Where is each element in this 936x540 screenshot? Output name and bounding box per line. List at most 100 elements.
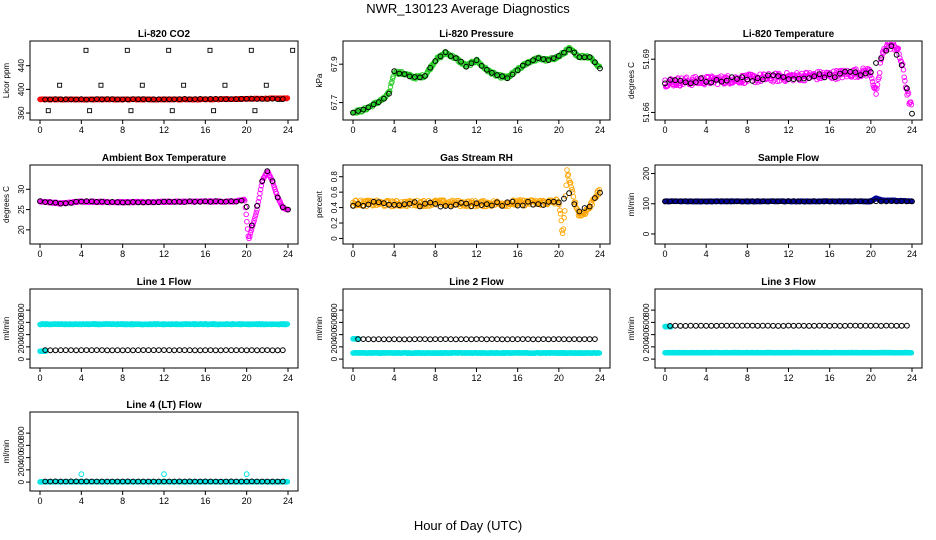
data-point xyxy=(57,347,64,354)
data-point xyxy=(78,471,85,478)
y-tick-label: 0 xyxy=(330,236,339,241)
cal-point xyxy=(207,47,213,53)
data-point xyxy=(780,74,787,80)
y-tick-label: 51.69 xyxy=(642,49,651,70)
x-tick-label: 4 xyxy=(392,125,397,135)
y-tick-label: 400 xyxy=(17,450,26,464)
x-tick-label: 4 xyxy=(79,373,84,383)
data-point xyxy=(571,201,578,208)
data-point xyxy=(166,347,173,354)
plot-frame xyxy=(29,40,299,121)
data-point xyxy=(360,202,367,209)
cal-point xyxy=(83,47,89,53)
data-point xyxy=(570,193,577,200)
data-point xyxy=(898,58,905,65)
data-point xyxy=(871,85,878,92)
data-point xyxy=(504,75,511,82)
data-point xyxy=(171,347,178,354)
data-layer xyxy=(37,321,291,355)
x-tick-label: 24 xyxy=(595,125,605,135)
data-point xyxy=(586,54,593,60)
data-point xyxy=(703,322,710,329)
series-avg xyxy=(37,168,291,229)
data-point xyxy=(708,79,715,86)
data-point xyxy=(176,347,183,354)
data-point xyxy=(478,336,485,343)
data-layer xyxy=(37,168,291,242)
x-tick-label: 8 xyxy=(120,249,125,259)
series-avg xyxy=(42,347,286,354)
data-point xyxy=(453,336,459,343)
data-point xyxy=(463,63,470,70)
y-tick-label: 0 xyxy=(642,231,651,236)
data-point xyxy=(109,347,116,354)
data-point xyxy=(119,347,126,354)
data-point xyxy=(545,57,552,63)
data-point xyxy=(264,347,271,354)
data-point xyxy=(857,72,864,78)
data-point xyxy=(252,215,258,221)
data-point xyxy=(816,75,822,81)
data-point xyxy=(867,69,874,75)
y-axis-label: ml/min xyxy=(315,317,324,341)
x-tick-label: 12 xyxy=(159,496,169,506)
data-point xyxy=(561,195,567,202)
data-point xyxy=(494,199,501,206)
y-tick-label: 0.2 xyxy=(330,217,339,229)
y-tick-label: 800 xyxy=(330,303,339,317)
data-point xyxy=(406,336,413,343)
data-point xyxy=(401,336,408,343)
x-tick-label: 12 xyxy=(159,125,169,135)
data-point xyxy=(555,199,562,206)
y-tick-label: 25 xyxy=(17,205,26,214)
data-point xyxy=(744,76,751,83)
data-point xyxy=(442,49,449,56)
data-point xyxy=(504,336,511,343)
data-point xyxy=(355,201,362,207)
data-point xyxy=(561,336,567,343)
y-tick-label: 600 xyxy=(17,438,26,452)
data-point xyxy=(525,198,531,205)
data-point xyxy=(729,74,735,81)
panel-title: Li-820 CO2 xyxy=(138,29,191,40)
data-point xyxy=(904,322,910,329)
data-point xyxy=(83,347,90,354)
data-layer xyxy=(37,47,296,114)
panel-title: Line 3 Flow xyxy=(761,277,816,288)
data-point xyxy=(251,218,257,224)
data-point xyxy=(575,207,581,214)
series-sample xyxy=(350,167,603,237)
data-point xyxy=(564,167,570,173)
data-point xyxy=(909,110,915,117)
data-point xyxy=(804,70,810,76)
data-point xyxy=(907,99,914,105)
data-point xyxy=(233,347,240,354)
y-axis-label: ml/min xyxy=(2,440,11,464)
data-point xyxy=(898,322,905,329)
x-tick-label: 20 xyxy=(554,125,564,135)
data-point xyxy=(238,347,245,354)
data-point xyxy=(893,51,900,58)
data-point xyxy=(437,53,444,60)
data-point xyxy=(904,92,910,98)
data-point xyxy=(565,171,572,178)
cal-point xyxy=(263,82,269,88)
data-point xyxy=(274,194,281,201)
y-axis-label: degrees C xyxy=(627,62,636,99)
data-point xyxy=(557,211,564,217)
data-point xyxy=(370,101,377,108)
data-point xyxy=(243,347,250,354)
data-point xyxy=(519,336,526,343)
data-point xyxy=(509,198,516,205)
data-point xyxy=(560,226,567,232)
data-point xyxy=(852,322,859,329)
x-tick-label: 24 xyxy=(907,125,917,135)
data-point xyxy=(775,73,782,79)
y-tick-label: 800 xyxy=(642,303,651,317)
data-point xyxy=(555,336,562,343)
data-point xyxy=(831,74,838,81)
data-point xyxy=(817,68,823,75)
data-point xyxy=(355,108,362,114)
data-point xyxy=(759,322,766,329)
series-sample xyxy=(662,195,915,205)
